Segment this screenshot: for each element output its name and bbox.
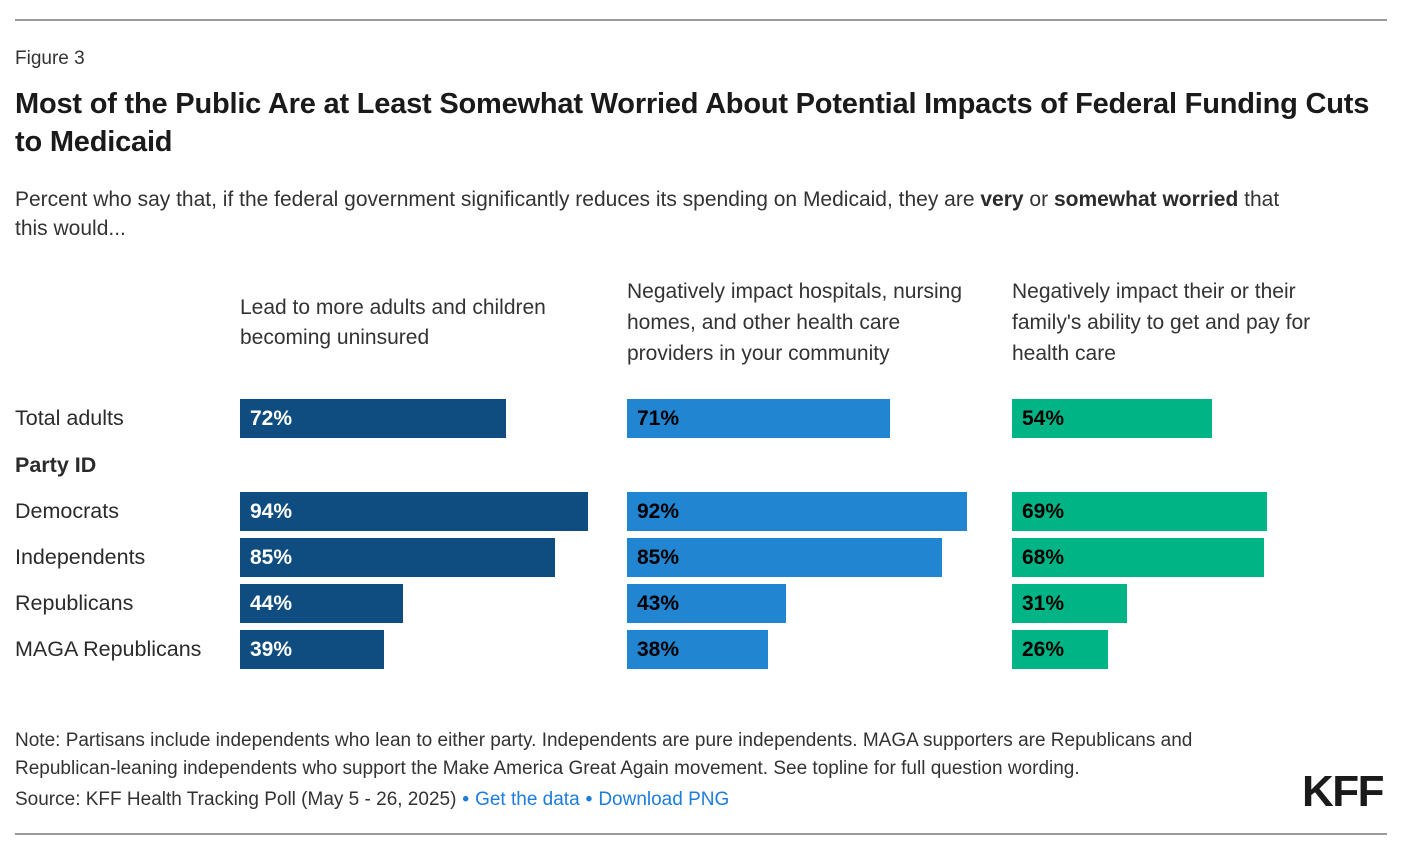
bar: 38% bbox=[627, 630, 768, 670]
subtitle-bold-very: very bbox=[980, 187, 1024, 211]
bar: 92% bbox=[627, 492, 967, 532]
bar: 43% bbox=[627, 584, 786, 624]
bar: 72% bbox=[240, 399, 506, 439]
figure-label: Figure 3 bbox=[15, 48, 85, 69]
row-label: MAGA Republicans bbox=[15, 637, 202, 662]
source-text: Source: KFF Health Tracking Poll (May 5 … bbox=[15, 789, 457, 811]
bar: 54% bbox=[1012, 399, 1212, 439]
bullet-separator: • bbox=[462, 789, 470, 811]
bar: 71% bbox=[627, 399, 890, 439]
column-headers-row: Lead to more adults and children becomin… bbox=[15, 251, 1387, 395]
bar-value-label: 68% bbox=[1022, 545, 1065, 569]
subtitle-text: that this would... bbox=[15, 187, 1280, 240]
bar-cell: 54% bbox=[1012, 399, 1387, 439]
bar-value-label: 44% bbox=[250, 591, 293, 615]
bar: 39% bbox=[240, 630, 384, 670]
subtitle-text: or bbox=[1023, 187, 1054, 211]
bar-cell: 69% bbox=[1012, 492, 1387, 532]
column-header-providers: Negatively impact hospitals, nursing hom… bbox=[627, 280, 962, 365]
bar-cell: 44% bbox=[240, 584, 627, 624]
bar-cell: 43% bbox=[627, 584, 1012, 624]
chart-row: Total adults 72% 71% 54% bbox=[15, 399, 1387, 439]
subtitle: Percent who say that, if the federal gov… bbox=[15, 185, 1295, 244]
chart-row: MAGA Republicans 39% 38% 26% bbox=[15, 630, 1387, 670]
bar-chart: Lead to more adults and children becomin… bbox=[15, 251, 1387, 670]
bar-cell: 85% bbox=[240, 538, 627, 578]
bar-value-label: 71% bbox=[637, 406, 680, 430]
bar-value-label: 26% bbox=[1022, 637, 1065, 661]
bar: 85% bbox=[240, 538, 555, 578]
bar-value-label: 85% bbox=[637, 545, 680, 569]
bottom-divider bbox=[15, 833, 1387, 835]
bar: 68% bbox=[1012, 538, 1264, 578]
bar-value-label: 39% bbox=[250, 637, 293, 661]
kff-logo: KFF bbox=[1301, 767, 1385, 816]
bar-cell: 31% bbox=[1012, 584, 1387, 624]
get-the-data-link[interactable]: Get the data bbox=[475, 789, 580, 811]
bar: 69% bbox=[1012, 492, 1267, 532]
chart-row: Independents 85% 85% 68% bbox=[15, 538, 1387, 578]
note-text: Note: Partisans include independents who… bbox=[15, 730, 1193, 779]
bar-value-label: 43% bbox=[637, 591, 680, 615]
bar-cell: 38% bbox=[627, 630, 1012, 670]
bar-value-label: 72% bbox=[250, 406, 293, 430]
source-line: Source: KFF Health Tracking Poll (May 5 … bbox=[15, 789, 1387, 811]
column-header-uninsured: Lead to more adults and children becomin… bbox=[240, 295, 546, 350]
bar: 26% bbox=[1012, 630, 1108, 670]
row-label: Total adults bbox=[15, 406, 124, 431]
subtitle-text: Percent who say that, if the federal gov… bbox=[15, 187, 981, 211]
group-label-party-id: Party ID bbox=[15, 452, 97, 477]
column-header-family: Negatively impact their or their family'… bbox=[1012, 280, 1311, 365]
bar-value-label: 94% bbox=[250, 499, 293, 523]
bar-value-label: 31% bbox=[1022, 591, 1065, 615]
bar: 31% bbox=[1012, 584, 1127, 624]
bar-cell: 94% bbox=[240, 492, 627, 532]
bar-cell: 71% bbox=[627, 399, 1012, 439]
bar-cell: 68% bbox=[1012, 538, 1387, 578]
bar-value-label: 69% bbox=[1022, 499, 1065, 523]
bar-cell: 92% bbox=[627, 492, 1012, 532]
bullet-separator: • bbox=[585, 789, 593, 811]
bar-cell: 85% bbox=[627, 538, 1012, 578]
bar-value-label: 54% bbox=[1022, 406, 1065, 430]
bar: 94% bbox=[240, 492, 588, 532]
row-label: Republicans bbox=[15, 591, 134, 616]
group-header-row: Party ID bbox=[15, 450, 1387, 480]
subtitle-bold-somewhat-worried: somewhat worried bbox=[1053, 187, 1239, 211]
bar: 85% bbox=[627, 538, 942, 578]
page-title: Most of the Public Are at Least Somewhat… bbox=[15, 88, 1370, 159]
download-png-link[interactable]: Download PNG bbox=[598, 789, 730, 811]
row-label: Independents bbox=[15, 545, 146, 570]
bar-cell: 39% bbox=[240, 630, 627, 670]
bar-value-label: 92% bbox=[637, 499, 680, 523]
chart-rows: Total adults 72% 71% 54% Party ID Democrats 94… bbox=[15, 399, 1387, 670]
top-divider bbox=[15, 19, 1387, 21]
bar-value-label: 85% bbox=[250, 545, 293, 569]
row-label: Democrats bbox=[15, 499, 119, 524]
bar-cell: 26% bbox=[1012, 630, 1387, 670]
chart-row: Republicans 44% 43% 31% bbox=[15, 584, 1387, 624]
chart-row: Democrats 94% 92% 69% bbox=[15, 492, 1387, 532]
bar-value-label: 38% bbox=[637, 637, 680, 661]
bar: 44% bbox=[240, 584, 403, 624]
bar-cell: 72% bbox=[240, 399, 627, 439]
